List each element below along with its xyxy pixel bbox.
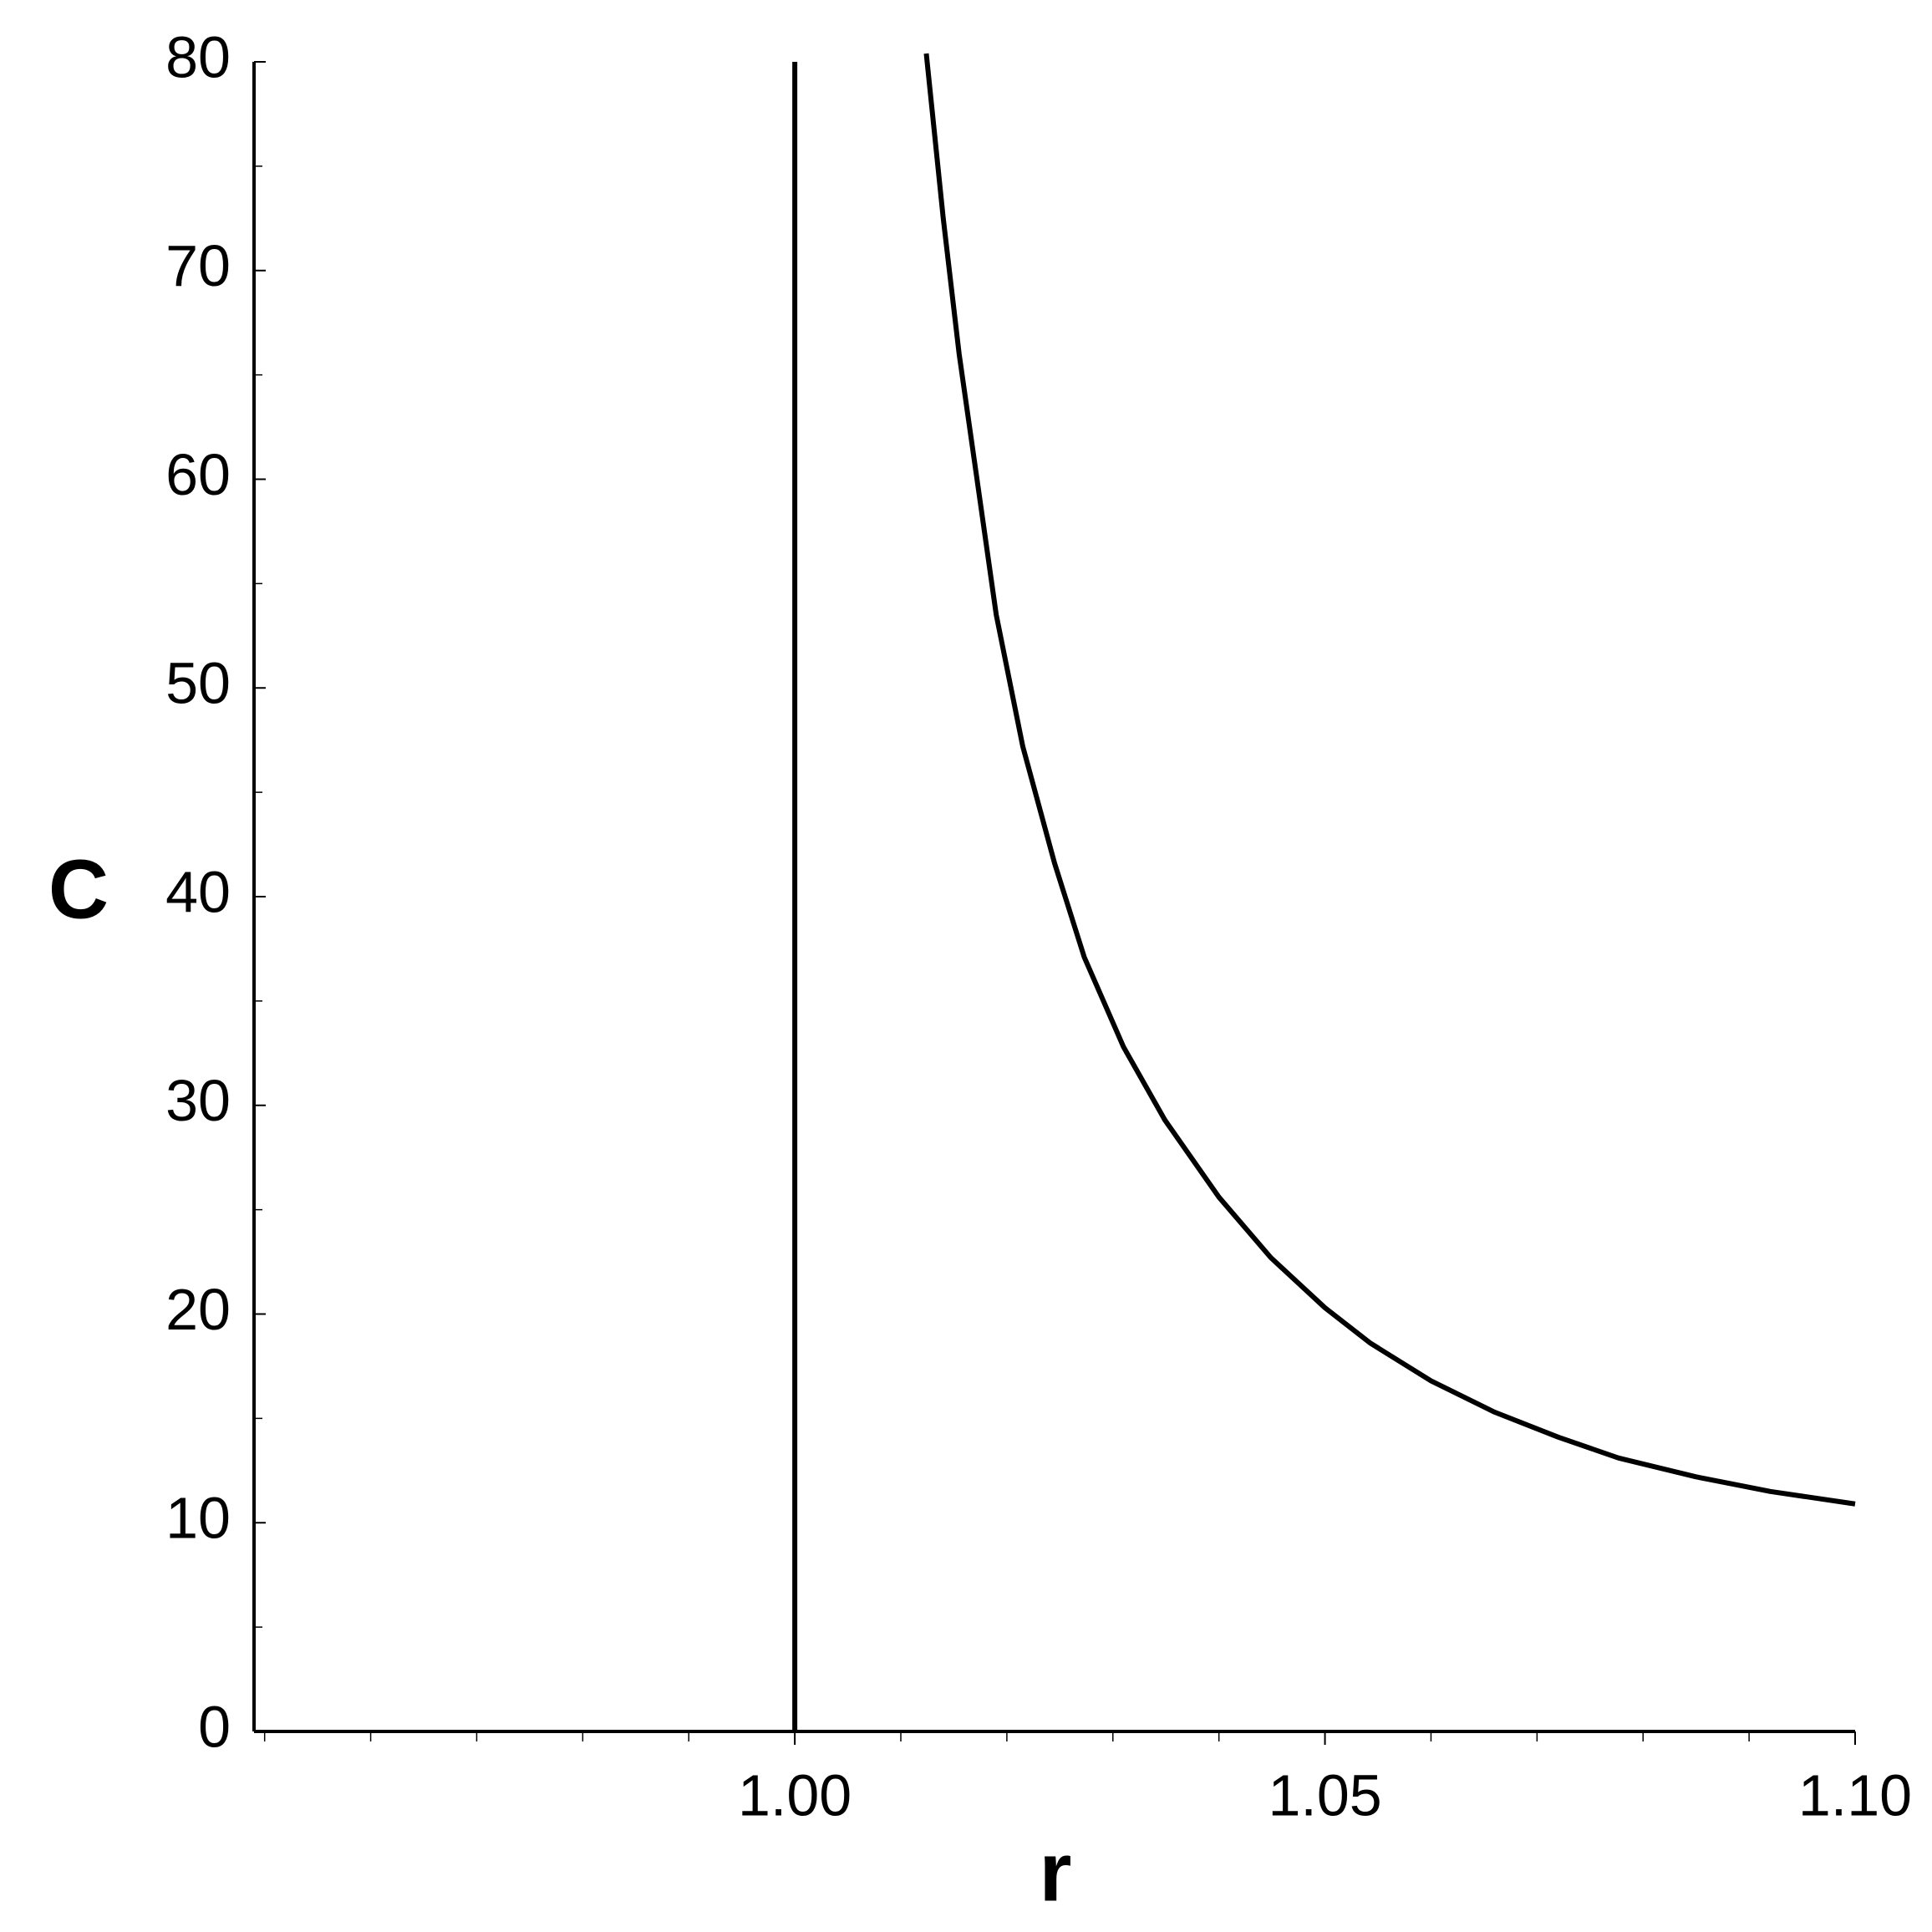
y-tick-label: 20 (165, 1277, 231, 1342)
y-tick-label: 60 (165, 442, 231, 507)
y-tick-label: 40 (165, 859, 231, 924)
x-tick-label: 1.10 (1798, 1762, 1912, 1828)
y-tick-label: 50 (165, 651, 231, 716)
x-tick-label: 1.05 (1268, 1762, 1381, 1828)
y-tick-label: 0 (198, 1694, 231, 1759)
line-series (923, 53, 1856, 1507)
y-tick-label: 30 (165, 1068, 231, 1133)
y-tick-label: 10 (165, 1486, 231, 1551)
x-axis-label: r (1040, 1825, 1072, 1919)
y-tick-label: 80 (165, 24, 231, 89)
y-tick-label: 70 (165, 233, 231, 298)
y-axis-label: C (48, 842, 109, 936)
x-tick-label: 1.00 (738, 1762, 852, 1828)
